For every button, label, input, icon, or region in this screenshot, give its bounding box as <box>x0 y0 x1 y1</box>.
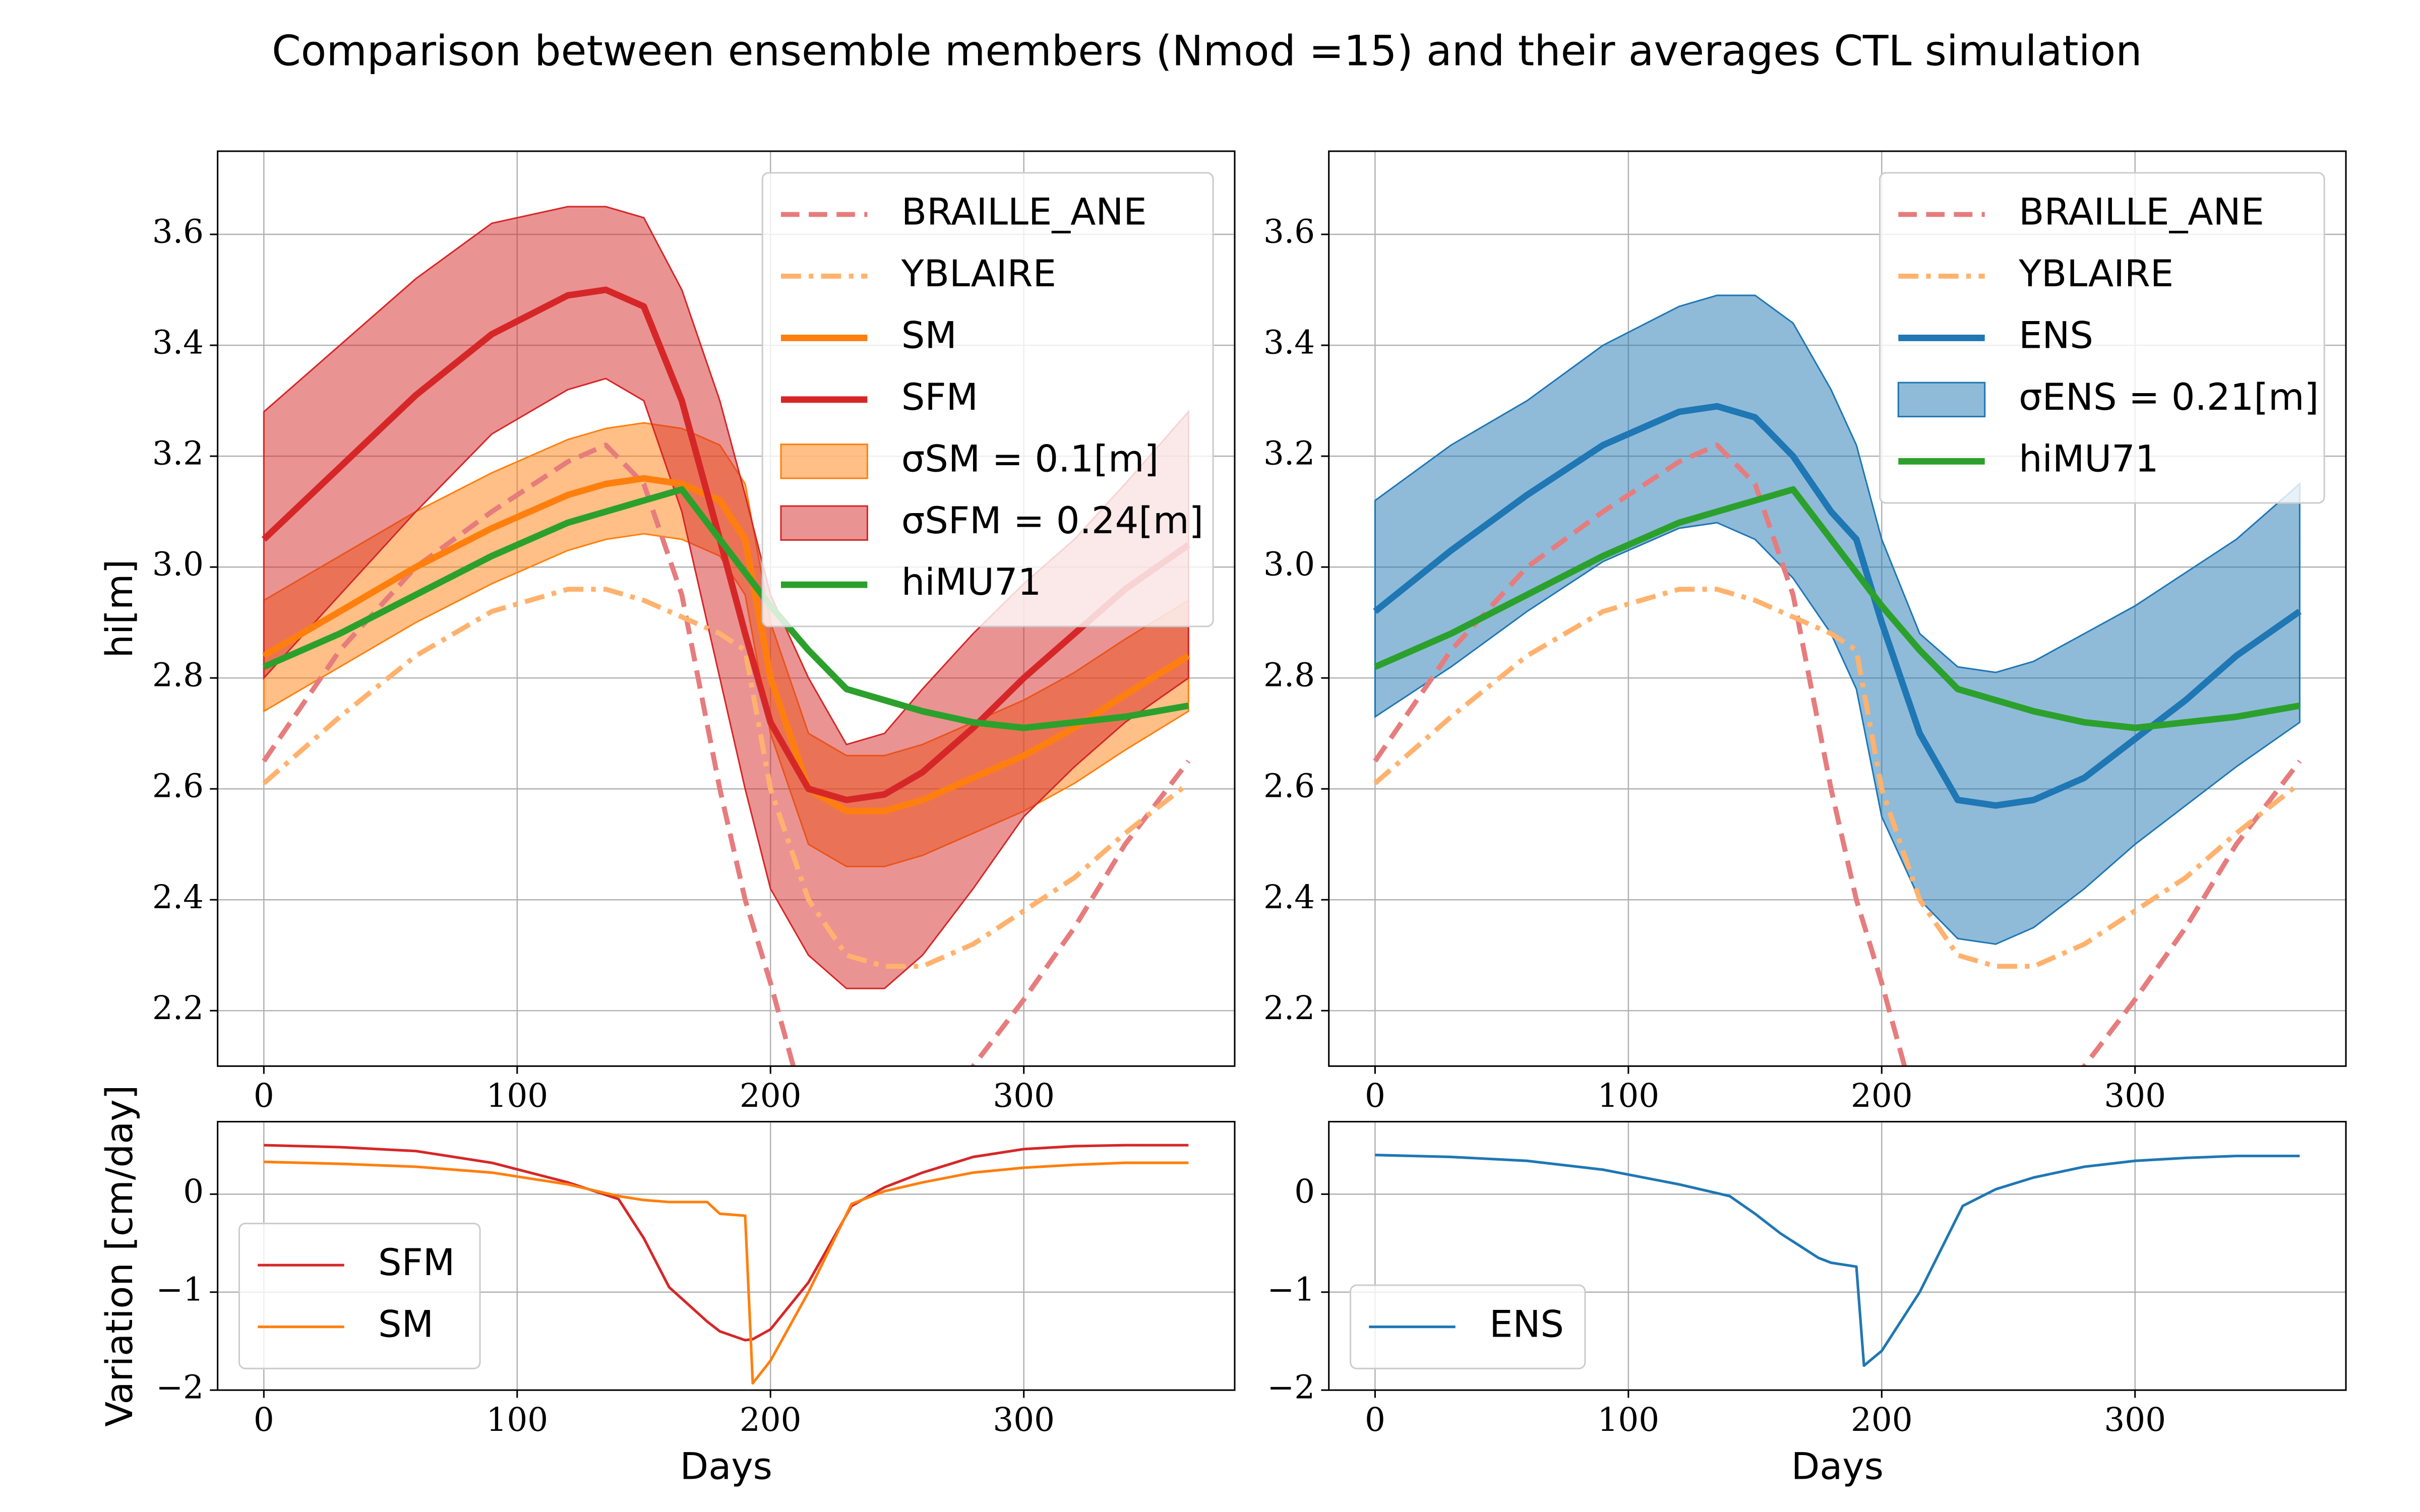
x-tick-label: 200 <box>1851 1401 1913 1439</box>
y-tick-label: 3.4 <box>152 324 204 362</box>
legend-label: σENS = 0.21[m] <box>2019 376 2319 419</box>
panel: 0 100 200 300 2.2 2.4 2.6 2.8 3.0 3.2 3.4 3.6 hi[m] B… <box>98 150 1236 1115</box>
line <box>262 587 1190 969</box>
y-axis-label: Variation [cm/day] <box>98 1085 141 1427</box>
line <box>264 1144 1189 1342</box>
x-axis-label: Days <box>1791 1445 1884 1488</box>
axes-frame <box>1328 150 2347 1067</box>
x-tick-label: 300 <box>2104 1077 2166 1115</box>
panel: 0 100 200 300 −2 −1 0 Variation [cm/day] Days SFM… <box>98 1085 1236 1488</box>
x-tick-label: 100 <box>486 1077 548 1115</box>
line <box>264 1160 1189 1385</box>
panel: 0 100 200 300 2.2 2.4 2.6 2.8 3.0 3.2 3.4 3.6 BRAILL… <box>1263 150 2347 1115</box>
x-tick-label: 200 <box>1851 1077 1913 1115</box>
plot-area <box>261 206 1191 1066</box>
y-tick-label: 2.8 <box>1263 657 1315 695</box>
y-tick-label: 2.2 <box>152 989 204 1027</box>
legend-swatch <box>780 444 868 479</box>
line <box>261 286 1190 803</box>
x-tick-label: 300 <box>993 1077 1055 1115</box>
y-tick-label: 2.4 <box>152 878 204 916</box>
x-tick-label: 0 <box>254 1401 274 1439</box>
plot-area <box>264 1144 1189 1385</box>
y-tick-label: −1 <box>156 1271 204 1308</box>
y-tick-label: 2.6 <box>152 768 204 805</box>
y-tick-label: −1 <box>1267 1271 1315 1308</box>
legend-box <box>1879 172 2325 504</box>
x-tick-label: 0 <box>1365 1077 1385 1115</box>
legend-label: YBLAIRE <box>901 253 1056 295</box>
legend-label: ENS <box>1489 1303 1564 1346</box>
legend-label: SFM <box>378 1241 455 1284</box>
legend-box <box>1350 1284 1586 1369</box>
legend-label: BRAILLE_ANE <box>901 191 1147 234</box>
y-tick-label: 2.6 <box>1263 768 1315 805</box>
line <box>1373 403 2302 809</box>
line <box>262 475 1190 814</box>
plot-area <box>1375 1154 2300 1367</box>
y-tick-label: 3.0 <box>1263 546 1315 584</box>
legend-label: SM <box>378 1303 434 1346</box>
legend-swatch <box>780 505 868 541</box>
axes-frame <box>217 150 1236 1067</box>
legend-swatch <box>1897 382 1986 418</box>
axes-frame <box>1328 1120 2347 1391</box>
legend-label: SM <box>901 314 957 357</box>
y-tick-label: 3.2 <box>1263 435 1315 473</box>
y-tick-label: 3.4 <box>1263 324 1315 362</box>
legend-label: σSFM = 0.24[m] <box>901 499 1203 542</box>
x-tick-label: 100 <box>1598 1401 1660 1439</box>
x-tick-label: 300 <box>993 1401 1055 1439</box>
line <box>262 443 1191 1066</box>
y-tick-label: 3.2 <box>152 435 204 473</box>
y-tick-label: 3.0 <box>152 546 204 584</box>
y-tick-label: 2.4 <box>1263 878 1315 916</box>
x-axis-label: Days <box>680 1445 772 1488</box>
band <box>263 206 1189 989</box>
y-tick-label: 3.6 <box>1263 213 1315 251</box>
y-tick-label: 2.8 <box>152 657 204 695</box>
line <box>1373 486 2301 731</box>
legend-label: SFM <box>901 376 978 419</box>
x-tick-label: 300 <box>2104 1401 2166 1439</box>
legend-box <box>761 172 1214 627</box>
x-tick-label: 200 <box>740 1401 802 1439</box>
legend: BRAILLE_ANE YBLAIRE ENS σENS = 0.21[m] hiMU7… <box>1879 172 2325 504</box>
line <box>262 486 1189 731</box>
x-tick-label: 100 <box>1598 1077 1660 1115</box>
y-tick-label: 0 <box>183 1173 204 1211</box>
x-tick-label: 100 <box>486 1401 548 1439</box>
legend: SFM SM <box>238 1223 481 1369</box>
y-axis-label: hi[m] <box>98 559 141 658</box>
legend: BRAILLE_ANE YBLAIRE SM SFM σSM = 0.1[m] σSFM … <box>761 172 1214 627</box>
x-tick-label: 0 <box>254 1077 274 1115</box>
legend: ENS <box>1350 1284 1586 1369</box>
y-tick-label: 0 <box>1294 1173 1315 1211</box>
legend-box <box>238 1223 481 1369</box>
line <box>1373 587 2302 969</box>
x-tick-label: 200 <box>740 1077 802 1115</box>
plot-area <box>1373 294 2302 1066</box>
legend-label: hiMU71 <box>2019 437 2159 480</box>
legend-label: ENS <box>2019 314 2093 357</box>
legend-label: YBLAIRE <box>2018 253 2173 295</box>
y-tick-label: −2 <box>1267 1369 1315 1407</box>
axes-frame <box>217 1120 1236 1391</box>
line <box>1375 1154 2300 1367</box>
y-tick-label: 3.6 <box>152 213 204 251</box>
legend-label: hiMU71 <box>901 561 1042 604</box>
legend-label: σSM = 0.1[m] <box>901 437 1159 480</box>
x-tick-label: 0 <box>1365 1401 1385 1439</box>
figure-title: Comparison between ensemble members (Nmo… <box>272 27 2142 76</box>
panel: 0 100 200 300 −2 −1 0 Days ENS <box>1267 1120 2347 1488</box>
y-tick-label: −2 <box>156 1369 204 1407</box>
legend-label: BRAILLE_ANE <box>2019 191 2264 234</box>
line <box>1373 443 2302 1066</box>
y-tick-label: 2.2 <box>1263 989 1315 1027</box>
